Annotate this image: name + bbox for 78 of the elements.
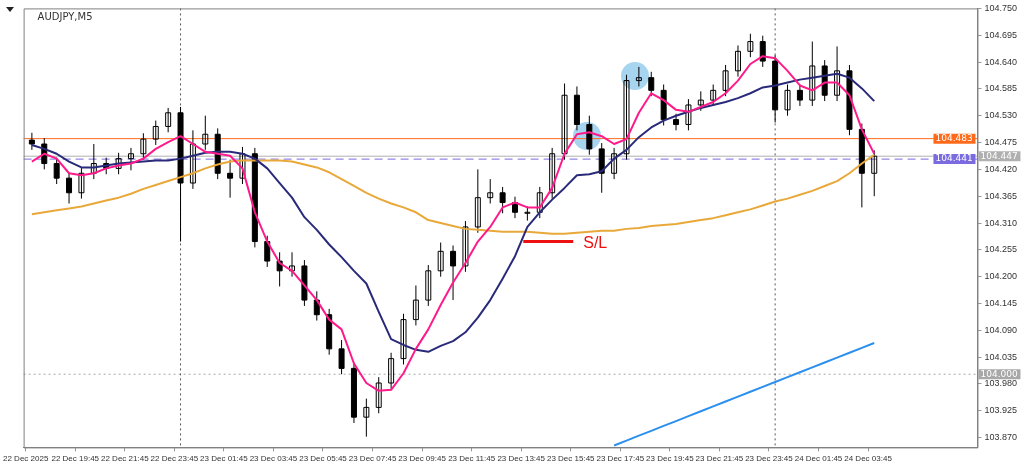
y-tick-label: 104.310	[984, 217, 1018, 228]
x-tick-label: 23 Dec 03:45	[249, 454, 298, 464]
candlestick	[202, 115, 209, 151]
y-tick-label: 104.090	[984, 324, 1018, 335]
candlestick	[635, 66, 642, 87]
ref-line-label: 104.000	[980, 368, 1018, 379]
x-tick-label: 23 Dec 19:45	[646, 454, 695, 464]
candlestick	[425, 264, 432, 307]
ref-line-label: 104.483	[935, 132, 973, 143]
candlestick	[400, 313, 407, 365]
y-tick-label: 104.695	[984, 29, 1018, 40]
candlestick	[78, 166, 85, 200]
y-tick-label: 104.585	[984, 83, 1018, 94]
candlestick	[871, 149, 878, 197]
candlestick	[722, 64, 729, 97]
y-tick-label: 104.640	[984, 56, 1018, 67]
y-tick-label: 104.530	[984, 110, 1018, 121]
x-tick-label: 23 Dec 15:45	[546, 454, 596, 464]
candlestick	[90, 143, 97, 180]
y-tick-label: 104.200	[984, 271, 1018, 282]
candlestick	[747, 33, 754, 58]
y-tick-label: 104.365	[984, 190, 1018, 201]
x-tick-label: 23 Dec 11:45	[448, 454, 496, 464]
x-tick-label: 23 Dec 21:45	[695, 454, 744, 464]
x-tick-label: 23 Dec 07:45	[348, 454, 397, 464]
candlestick	[388, 352, 395, 390]
ref-line-label: 104.441	[935, 153, 973, 164]
candlestick	[549, 147, 556, 200]
candlestick	[239, 146, 246, 185]
x-tick-label: 22 Dec 2025	[3, 454, 49, 464]
candlestick	[809, 41, 816, 107]
candlestick	[189, 129, 196, 190]
x-tick-label: 24 Dec 01:45	[794, 454, 843, 464]
x-tick-label: 22 Dec 19:45	[51, 454, 100, 464]
x-tick-label: 23 Dec 17:45	[596, 454, 645, 464]
x-tick-label: 23 Dec 09:45	[398, 454, 447, 464]
x-tick-label: 23 Dec 05:45	[299, 454, 348, 464]
y-tick-label: 104.035	[984, 351, 1018, 362]
candlestick	[710, 83, 717, 107]
x-tick-label: 24 Dec 03:45	[844, 454, 893, 464]
y-tick-label: 103.870	[984, 432, 1018, 443]
x-tick-label: 23 Dec 13:45	[497, 454, 546, 464]
candlestick	[536, 186, 543, 219]
candlestick	[165, 107, 172, 133]
y-tick-label: 103.980	[984, 378, 1018, 389]
candlestick	[474, 168, 481, 234]
x-tick-label: 23 Dec 23:45	[745, 454, 794, 464]
candlestick	[487, 178, 494, 205]
candlestick	[437, 242, 444, 278]
y-tick-label: 103.925	[984, 405, 1018, 416]
y-tick-label: 104.475	[984, 137, 1018, 148]
candlestick	[115, 152, 122, 175]
candlestick	[834, 45, 841, 102]
candlestick	[685, 98, 692, 131]
candlestick	[734, 44, 741, 78]
candlestick	[512, 196, 518, 219]
y-tick-label: 104.420	[984, 163, 1018, 174]
candlestick	[375, 376, 382, 414]
candlestick	[289, 251, 296, 278]
y-tick-label: 104.750	[984, 2, 1018, 13]
candlestick	[784, 83, 791, 117]
candlestick	[697, 90, 704, 112]
ref-line-label: 104.447	[980, 150, 1018, 161]
candlestick	[462, 220, 469, 273]
x-tick-label: 22 Dec 23:45	[150, 454, 199, 464]
candlestick	[561, 83, 568, 161]
y-tick-label: 104.255	[984, 244, 1018, 255]
candlestick	[127, 147, 134, 171]
annotation: S/L	[583, 233, 608, 251]
candlestick	[363, 398, 370, 438]
candlestick	[152, 120, 159, 146]
candlestick	[611, 147, 618, 180]
candlestick	[623, 74, 630, 161]
candlestick	[412, 284, 419, 326]
y-tick-label: 104.145	[984, 297, 1018, 308]
x-tick-label: 23 Dec 01:45	[200, 454, 249, 464]
x-tick-label: 22 Dec 21:45	[100, 454, 150, 464]
chart-title: AUDJPY,M5	[37, 10, 93, 22]
